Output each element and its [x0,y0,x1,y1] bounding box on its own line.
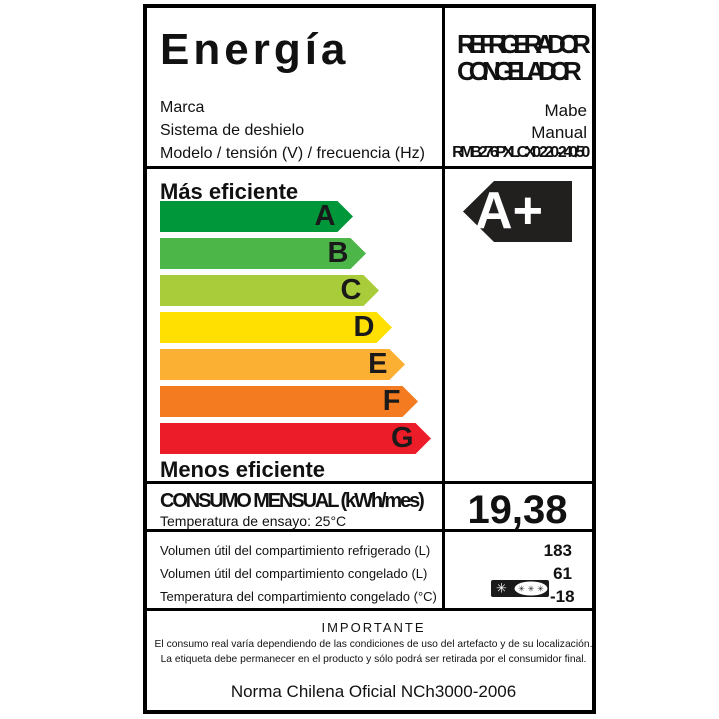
svg-text:✳: ✳ [518,585,525,594]
svg-text:✳: ✳ [496,581,507,596]
svg-text:A+: A+ [475,182,543,240]
svg-text:✳: ✳ [528,585,535,594]
svg-text:✳: ✳ [537,585,544,594]
